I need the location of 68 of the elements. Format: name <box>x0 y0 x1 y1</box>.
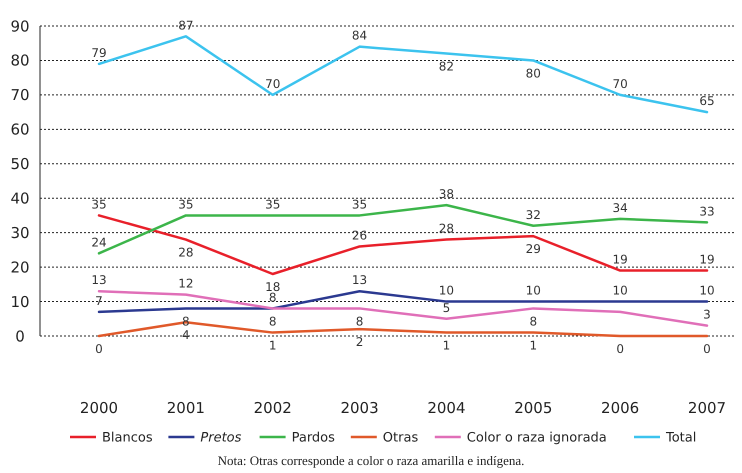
data-label: 28 <box>178 246 194 260</box>
data-label: 19 <box>699 252 715 267</box>
y-tick-label: 0 <box>15 327 25 346</box>
data-label: 1 <box>529 338 538 353</box>
data-label: 4 <box>182 328 190 342</box>
x-tick-label: 2002 <box>254 399 292 417</box>
legend-label: Pardos <box>292 430 336 446</box>
data-label: 82 <box>438 60 454 74</box>
data-label: 0 <box>616 342 624 356</box>
data-label: 10 <box>438 284 454 298</box>
legend-label: Total <box>665 430 696 446</box>
data-label: 12 <box>178 276 194 291</box>
data-label: 70 <box>612 76 628 91</box>
data-label: 84 <box>352 28 368 43</box>
data-label: 79 <box>91 46 107 60</box>
y-tick-label: 30 <box>10 224 30 242</box>
y-tick-label: 70 <box>10 86 30 104</box>
data-label: 13 <box>352 273 368 288</box>
y-tick-label: 90 <box>10 17 30 36</box>
data-label: 3 <box>703 308 711 322</box>
data-label: 80 <box>526 66 541 80</box>
y-tick-label: 60 <box>10 120 30 139</box>
data-label: 8 <box>356 314 364 328</box>
x-tick-label: 2003 <box>340 399 379 417</box>
y-tick-label: 40 <box>10 189 30 208</box>
data-label: 28 <box>438 222 454 236</box>
data-label: 13 <box>91 273 107 288</box>
y-tick-label: 20 <box>10 258 30 276</box>
data-label: 24 <box>91 235 107 250</box>
data-label: 10 <box>526 284 541 298</box>
y-tick-label: 50 <box>10 155 30 174</box>
legend-label: Otras <box>382 430 418 446</box>
legend-label: Pretos <box>200 430 242 446</box>
data-label: 35 <box>265 197 280 212</box>
data-label: 70 <box>265 76 280 91</box>
data-label: 26 <box>352 228 368 242</box>
text: Nota: Otras corresponde a color o raza amarilla e indígena. <box>218 453 524 468</box>
data-label: 29 <box>526 242 541 256</box>
x-tick-label: 2006 <box>601 399 640 417</box>
data-label: 19 <box>612 252 628 267</box>
data-label: 34 <box>612 200 628 215</box>
data-label: 32 <box>526 208 541 222</box>
y-tick-label: 10 <box>10 292 30 311</box>
data-label: 87 <box>178 18 194 32</box>
legend-label: Blancos <box>102 430 153 446</box>
legend-label: Color o raza ignorada <box>466 430 607 446</box>
data-label: 65 <box>699 94 715 108</box>
data-label: 10 <box>699 284 715 298</box>
data-label: 2 <box>356 335 364 350</box>
data-label: 0 <box>95 342 103 356</box>
data-label: 33 <box>699 204 715 218</box>
x-tick-label: 2004 <box>427 399 466 417</box>
data-label: 38 <box>438 187 454 202</box>
x-tick-label: 2001 <box>166 399 205 417</box>
x-tick-label: 2000 <box>80 399 118 417</box>
data-label: 35 <box>178 197 194 212</box>
x-tick-label: 2005 <box>514 399 552 417</box>
data-label: 35 <box>91 197 107 212</box>
data-label: 8 <box>529 314 538 328</box>
x-tick-label: 2007 <box>688 399 726 417</box>
data-label: 10 <box>612 284 628 298</box>
data-label: 5 <box>442 300 450 315</box>
data-label: 0 <box>703 342 711 356</box>
data-label: 1 <box>442 338 450 353</box>
y-tick-label: 80 <box>10 52 30 70</box>
data-label: 35 <box>352 197 368 212</box>
data-label: 8 <box>268 314 277 328</box>
data-label: 1 <box>268 338 277 353</box>
